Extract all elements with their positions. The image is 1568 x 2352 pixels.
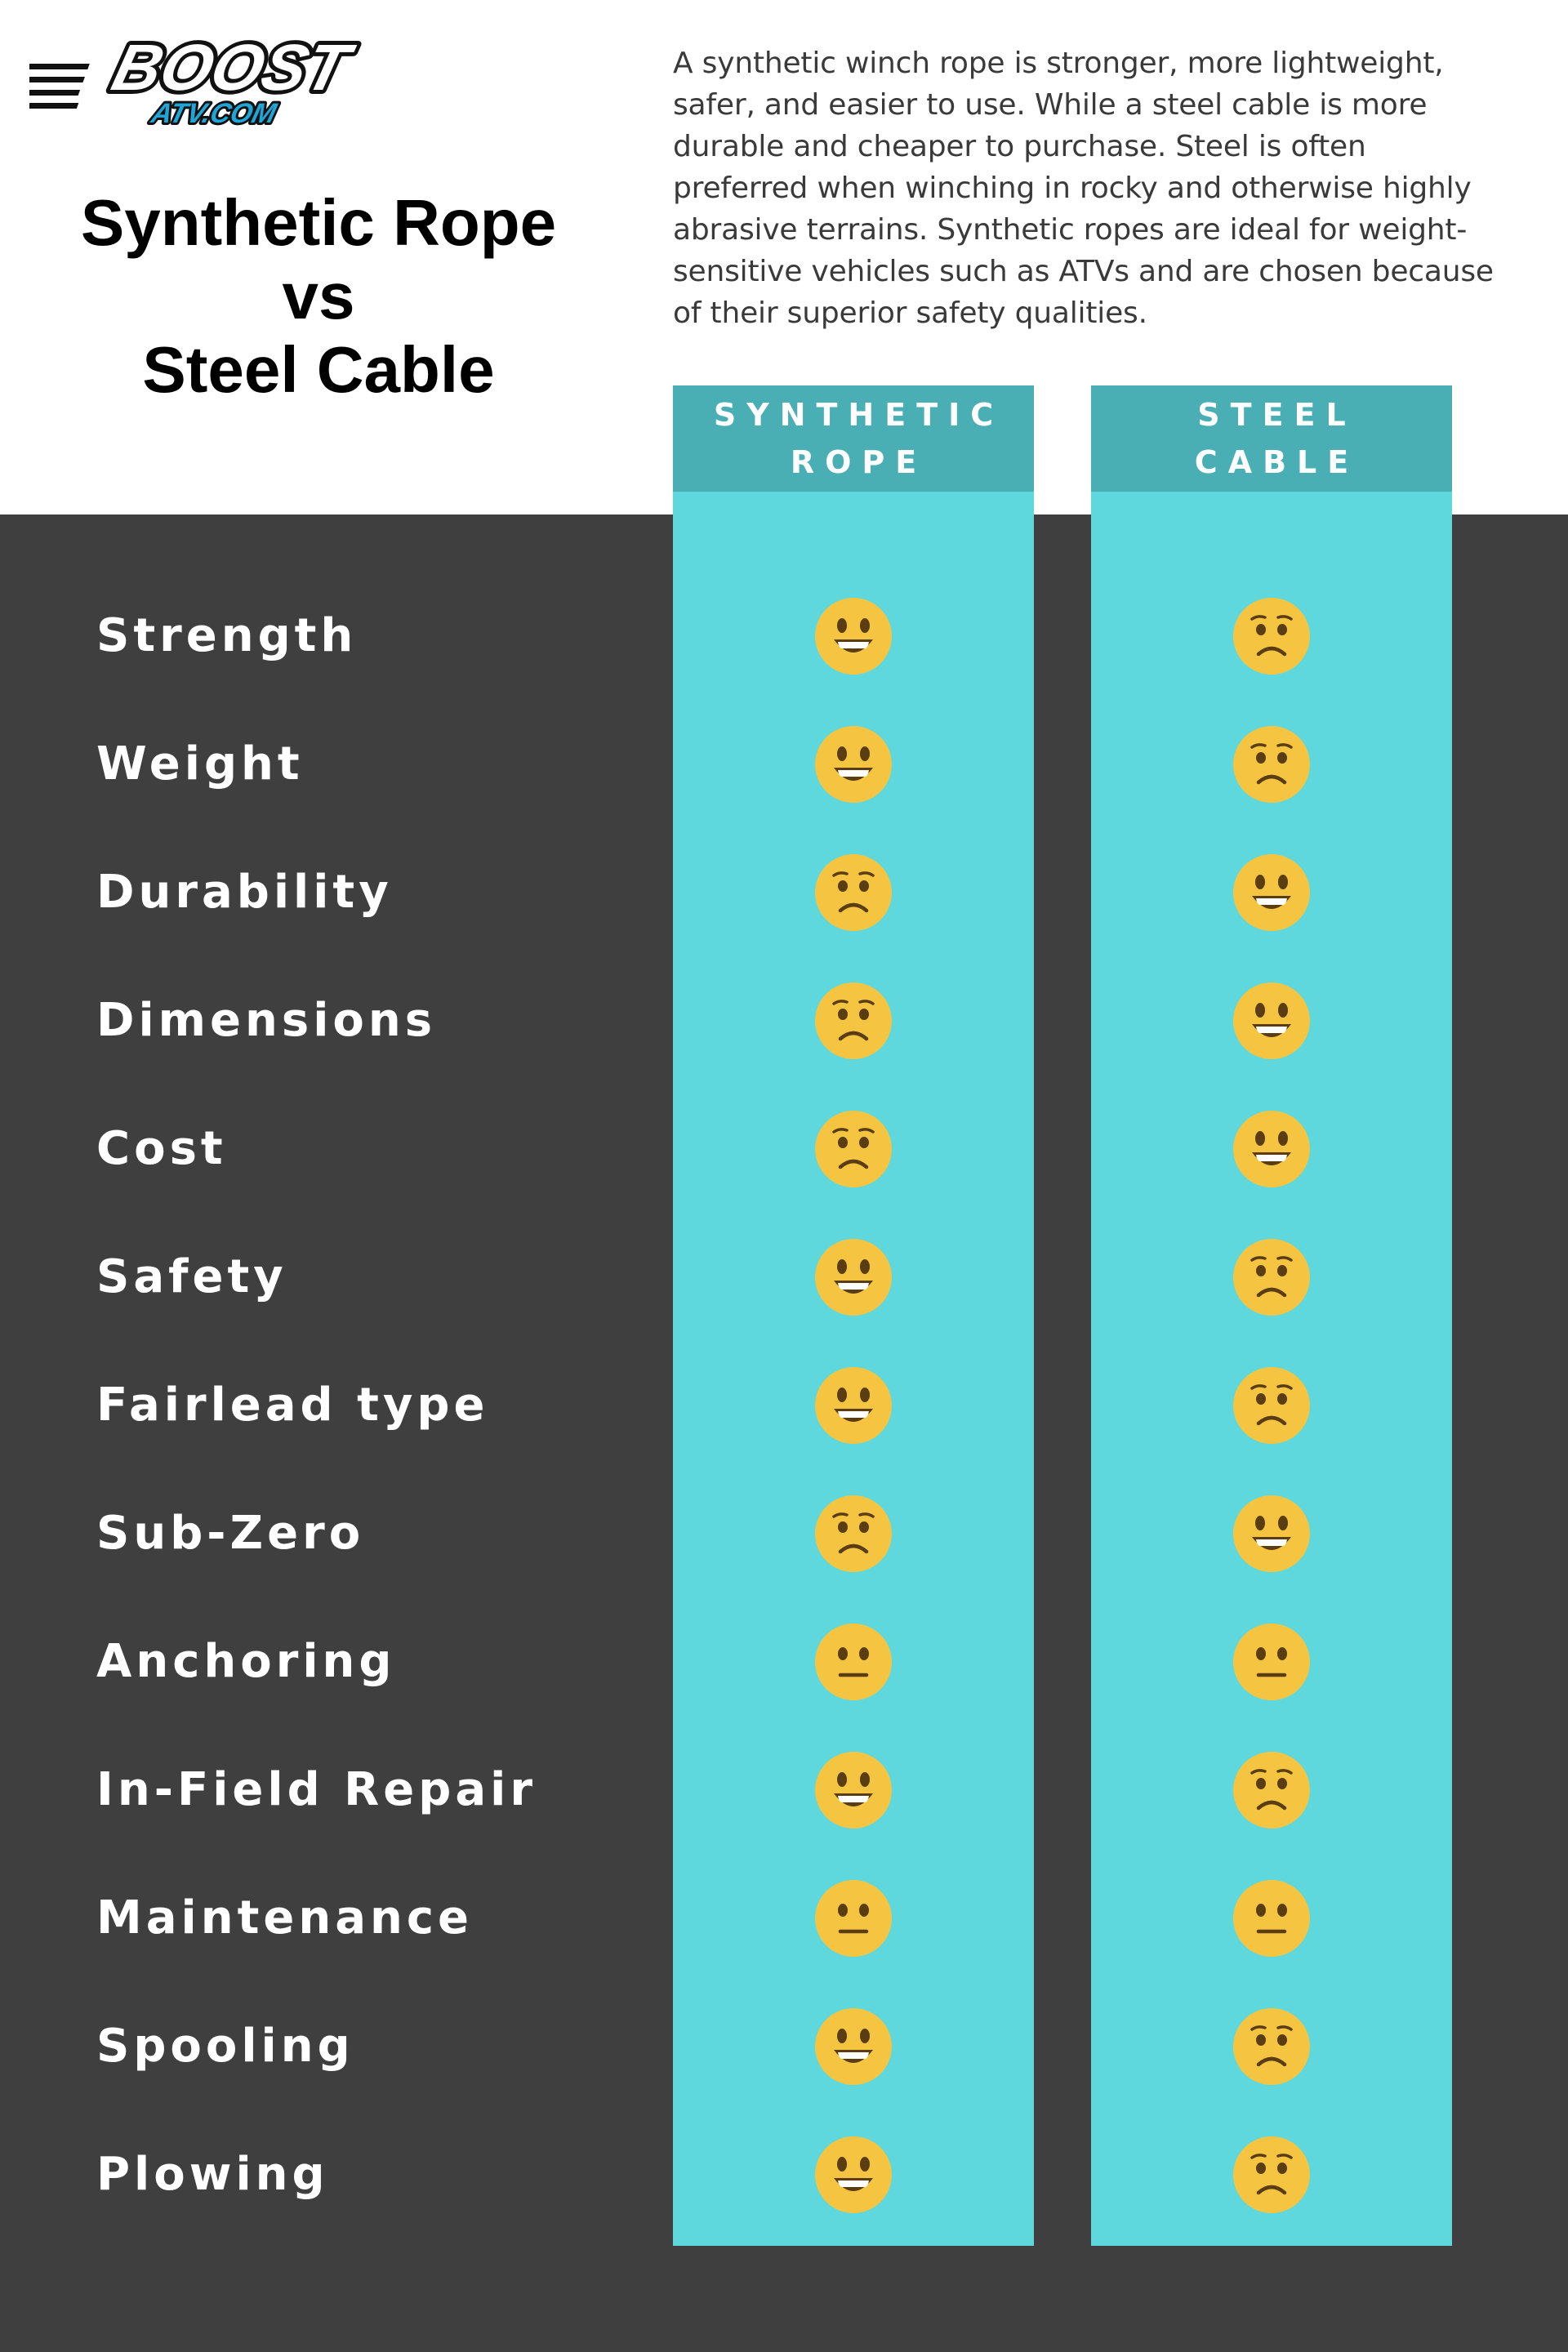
sad-face-icon	[814, 1494, 893, 1573]
neutral-face-icon	[814, 1623, 893, 1701]
row-label-sub-zero: Sub-Zero	[96, 1507, 365, 1560]
header-panel: BOOST BOOST ATV.COM ATV.COM Synthetic Ro…	[0, 0, 1568, 514]
sad-face-icon	[1232, 597, 1311, 675]
row-label-weight: Weight	[96, 737, 304, 791]
synthetic-header-line-2: ROPE	[790, 444, 928, 480]
page-title: Synthetic Rope vs Steel Cable	[33, 186, 604, 407]
happy-face-icon	[814, 2136, 893, 2214]
title-line-1: Synthetic Rope	[80, 186, 557, 259]
svg-text:BOOST: BOOST	[105, 31, 361, 105]
sad-face-icon	[1232, 2136, 1311, 2214]
neutral-face-icon	[814, 1879, 893, 1958]
svg-text:BOOST: BOOST	[105, 31, 361, 105]
happy-face-icon	[1232, 982, 1311, 1060]
happy-face-icon	[1232, 1494, 1311, 1573]
steel-header-line-1: STEEL	[1197, 397, 1356, 433]
row-label-plowing: Plowing	[96, 2148, 329, 2201]
sad-face-icon	[1232, 1366, 1311, 1445]
synthetic-rope-header: SYNTHETIC ROPE	[673, 385, 1034, 492]
row-label-safety: Safety	[96, 1250, 287, 1303]
sad-face-icon	[1232, 1238, 1311, 1316]
sad-face-icon	[814, 853, 893, 932]
happy-face-icon	[814, 1751, 893, 1829]
sad-face-icon	[1232, 1751, 1311, 1829]
row-label-strength: Strength	[96, 609, 358, 662]
row-label-maintenance: Maintenance	[96, 1891, 474, 1944]
happy-face-icon	[814, 1238, 893, 1316]
row-label-dimensions: Dimensions	[96, 994, 437, 1047]
happy-face-icon	[814, 1366, 893, 1445]
happy-face-icon	[814, 597, 893, 675]
sad-face-icon	[1232, 2007, 1311, 2086]
neutral-face-icon	[1232, 1623, 1311, 1701]
row-label-spooling: Spooling	[96, 2020, 354, 2073]
row-label-cost: Cost	[96, 1122, 227, 1175]
happy-face-icon	[814, 2007, 893, 2086]
steel-header-line-2: CABLE	[1194, 444, 1360, 480]
svg-text:ATV.COM: ATV.COM	[148, 98, 281, 128]
svg-text:ATV.COM: ATV.COM	[148, 98, 281, 128]
row-label-durability: Durability	[96, 866, 393, 919]
boost-atv-logo[interactable]: BOOST BOOST ATV.COM ATV.COM	[7, 23, 389, 137]
row-label-fairlead-type: Fairlead type	[96, 1379, 489, 1432]
intro-paragraph: A synthetic winch rope is stronger, more…	[673, 47, 1494, 330]
neutral-face-icon	[1232, 1879, 1311, 1958]
title-line-2: vs	[282, 260, 355, 332]
steel-cable-header: STEEL CABLE	[1091, 385, 1452, 492]
row-label-anchoring: Anchoring	[96, 1635, 396, 1688]
happy-face-icon	[1232, 1110, 1311, 1188]
sad-face-icon	[1232, 725, 1311, 804]
sad-face-icon	[814, 1110, 893, 1188]
row-label-in-field-repair: In-Field Repair	[96, 1763, 537, 1816]
happy-face-icon	[814, 725, 893, 804]
sad-face-icon	[814, 982, 893, 1060]
happy-face-icon	[1232, 853, 1311, 932]
title-line-3: Steel Cable	[142, 333, 495, 406]
synthetic-header-line-1: SYNTHETIC	[713, 397, 1004, 433]
